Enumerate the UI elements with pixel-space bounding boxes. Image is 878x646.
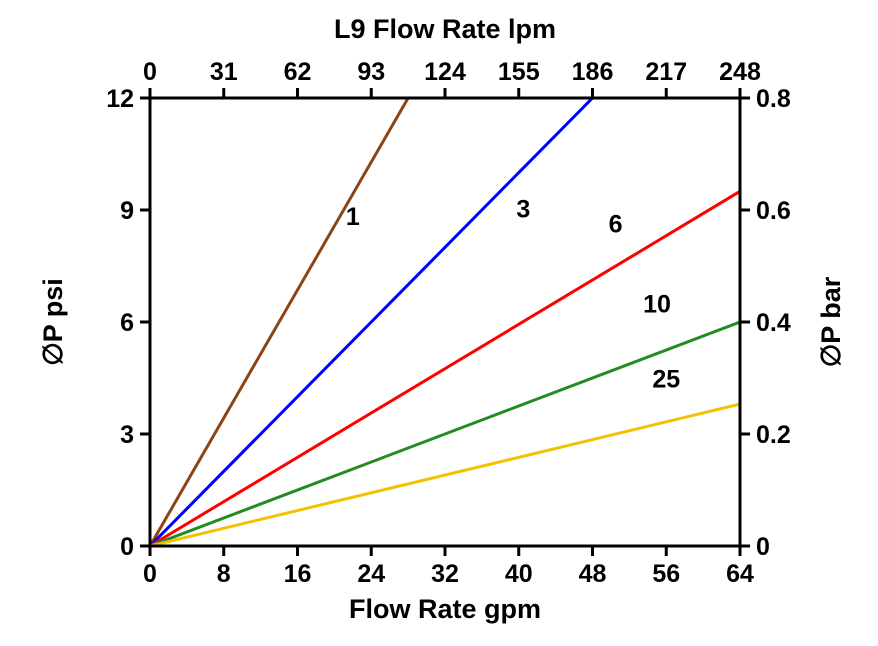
series-label-10: 10 <box>643 291 671 319</box>
x-bottom-tick-label: 0 <box>143 560 157 588</box>
y-left-tick-label: 6 <box>120 309 134 337</box>
x-bottom-axis-label: Flow Rate gpm <box>349 594 541 624</box>
y-right-tick-label: 0.8 <box>756 85 791 113</box>
x-top-tick-label: 186 <box>572 58 614 86</box>
chart-title: L9 Flow Rate lpm <box>334 14 556 44</box>
y-left-tick-label: 9 <box>120 197 134 225</box>
x-bottom-tick-label: 32 <box>431 560 459 588</box>
x-top-tick-label: 217 <box>645 58 687 86</box>
pressure-flow-chart: 0816243240485664Flow Rate gpm03162931241… <box>0 0 878 646</box>
x-top-tick-label: 248 <box>719 58 761 86</box>
y-left-tick-label: 3 <box>120 421 134 449</box>
x-bottom-tick-label: 64 <box>726 560 754 588</box>
y-right-tick-label: 0.6 <box>756 197 791 225</box>
x-bottom-tick-label: 48 <box>579 560 607 588</box>
x-top-tick-label: 0 <box>143 58 157 86</box>
x-top-tick-label: 155 <box>498 58 540 86</box>
x-bottom-tick-label: 16 <box>284 560 312 588</box>
x-bottom-tick-label: 8 <box>217 560 231 588</box>
y-left-tick-label: 0 <box>120 533 134 561</box>
y-left-tick-label: 12 <box>106 85 134 113</box>
x-bottom-tick-label: 56 <box>652 560 680 588</box>
series-label-6: 6 <box>609 210 623 238</box>
y-left-axis-label: ∅P psi <box>38 278 68 366</box>
x-bottom-tick-label: 40 <box>505 560 533 588</box>
y-right-tick-label: 0.4 <box>756 309 791 337</box>
chart-stage: 0816243240485664Flow Rate gpm03162931241… <box>0 0 878 646</box>
x-bottom-tick-label: 24 <box>357 560 385 588</box>
x-top-tick-label: 31 <box>210 58 238 86</box>
x-top-tick-label: 62 <box>284 58 312 86</box>
y-right-axis-label: ∅P bar <box>816 276 846 367</box>
series-label-1: 1 <box>346 203 360 231</box>
y-right-tick-label: 0 <box>756 533 770 561</box>
y-right-tick-label: 0.2 <box>756 421 791 449</box>
series-label-25: 25 <box>652 365 680 393</box>
series-label-3: 3 <box>516 195 530 223</box>
x-top-tick-label: 93 <box>357 58 385 86</box>
x-top-tick-label: 124 <box>424 58 466 86</box>
